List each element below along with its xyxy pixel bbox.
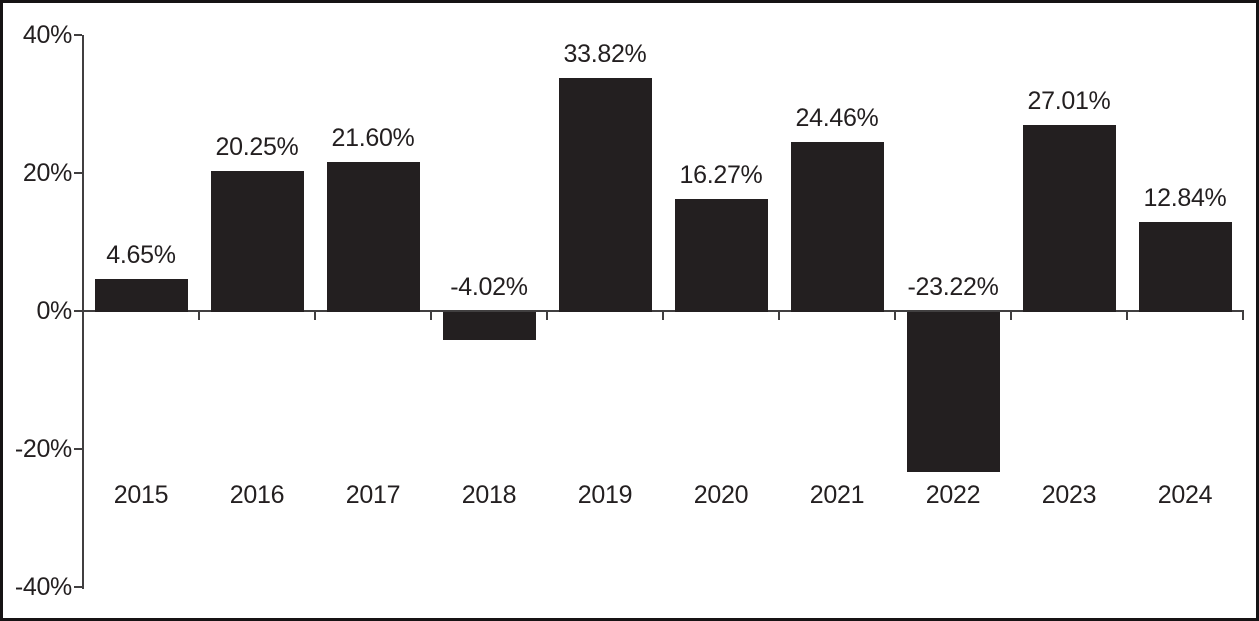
bar-2021 — [791, 142, 884, 312]
y-axis-tick — [74, 586, 82, 588]
bar-2023 — [1023, 125, 1116, 312]
bar-value-label: 27.01% — [1027, 87, 1111, 115]
x-axis-tick — [82, 312, 84, 320]
x-axis-category-label: 2020 — [693, 481, 749, 509]
bar-value-label: 24.46% — [795, 104, 879, 132]
bar-2016 — [211, 171, 304, 312]
x-axis-category-label: 2017 — [345, 481, 401, 509]
y-axis-tick-label: 0% — [36, 297, 72, 325]
x-axis-category-label: 2016 — [229, 481, 285, 509]
y-axis-tick-label: 20% — [22, 159, 72, 187]
bar-2018 — [443, 312, 536, 340]
bar-2020 — [675, 199, 768, 312]
y-axis-tick — [74, 310, 82, 312]
x-axis-category-label: 2015 — [113, 481, 169, 509]
x-axis-tick — [662, 312, 664, 320]
y-axis-tick — [74, 172, 82, 174]
y-axis-tick — [74, 34, 82, 36]
x-axis-tick — [546, 312, 548, 320]
bar-value-label: 20.25% — [215, 133, 299, 161]
bar-2024 — [1139, 222, 1232, 312]
y-axis-tick-label: -40% — [14, 573, 72, 601]
x-axis-tick — [1126, 312, 1128, 320]
bar-value-label: 33.82% — [563, 40, 647, 68]
x-axis-tick — [778, 312, 780, 320]
x-axis-line — [82, 310, 1244, 312]
y-axis-tick-label: -20% — [14, 435, 72, 463]
bar-2019 — [559, 78, 652, 312]
x-axis-category-label: 2023 — [1041, 481, 1097, 509]
x-axis-tick — [198, 312, 200, 320]
bar-2015 — [95, 279, 188, 312]
x-axis-category-label: 2019 — [577, 481, 633, 509]
x-axis-tick — [1010, 312, 1012, 320]
bar-value-label: 16.27% — [679, 161, 763, 189]
x-axis-category-label: 2024 — [1157, 481, 1213, 509]
bar-value-label: -4.02% — [450, 273, 528, 301]
bar-value-label: -23.22% — [907, 273, 999, 301]
bar-value-label: 4.65% — [106, 241, 176, 269]
x-axis-tick — [430, 312, 432, 320]
x-axis-tick — [894, 312, 896, 320]
x-axis-category-label: 2021 — [809, 481, 865, 509]
y-axis-tick — [74, 448, 82, 450]
x-axis-tick — [1242, 312, 1244, 320]
y-axis-tick-label: 40% — [22, 21, 72, 49]
bar-2017 — [327, 162, 420, 312]
x-axis-tick — [314, 312, 316, 320]
bar-value-label: 12.84% — [1143, 184, 1227, 212]
bar-2022 — [907, 312, 1000, 472]
x-axis-category-label: 2018 — [461, 481, 517, 509]
x-axis-category-label: 2022 — [925, 481, 981, 509]
bar-value-label: 21.60% — [331, 124, 415, 152]
